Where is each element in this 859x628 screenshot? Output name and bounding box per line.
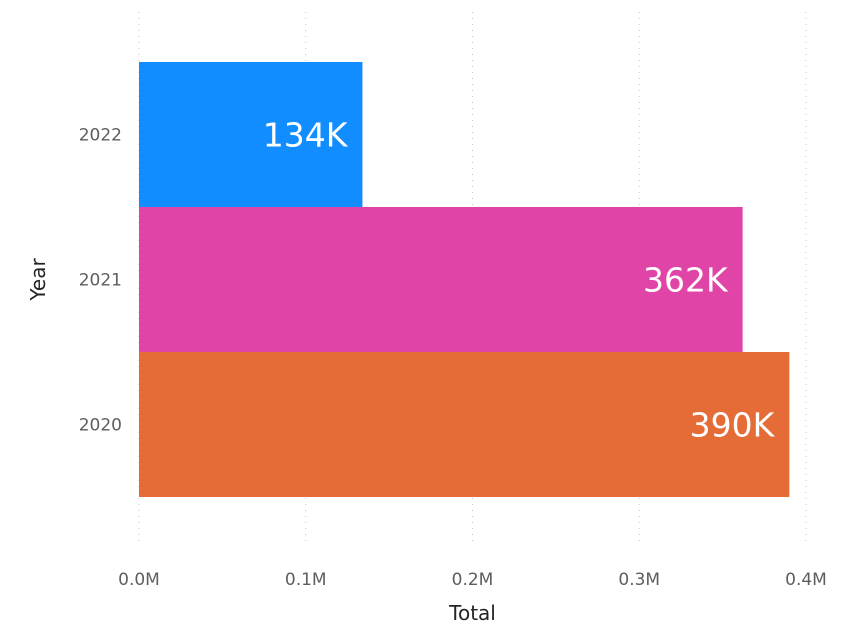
- y-tick-label-2022: 2022: [79, 126, 122, 146]
- x-tick-label-3: 0.3M: [618, 570, 660, 590]
- y-tick-label-2021: 2021: [79, 271, 122, 291]
- x-tick-label-4: 0.4M: [785, 570, 827, 590]
- data-labels: 134K 362K 390K: [263, 116, 776, 445]
- x-tick-label-0: 0.0M: [118, 570, 160, 590]
- bar-2022[interactable]: [139, 62, 363, 207]
- x-axis-title: Total: [448, 601, 496, 625]
- data-label-2020: 390K: [690, 406, 776, 445]
- y-axis-title: Year: [26, 258, 50, 302]
- x-axis-ticks: 0.0M 0.1M 0.2M 0.3M 0.4M: [118, 570, 827, 590]
- x-tick-label-1: 0.1M: [285, 570, 327, 590]
- bar-2021[interactable]: [139, 207, 743, 352]
- y-tick-label-2020: 2020: [79, 416, 122, 436]
- data-label-2022: 134K: [263, 116, 349, 155]
- y-axis-ticks: 2022 2021 2020: [79, 126, 122, 436]
- x-tick-label-2: 0.2M: [452, 570, 494, 590]
- bar-2020[interactable]: [139, 352, 790, 497]
- data-label-2021: 362K: [643, 261, 729, 300]
- bars: [139, 62, 790, 497]
